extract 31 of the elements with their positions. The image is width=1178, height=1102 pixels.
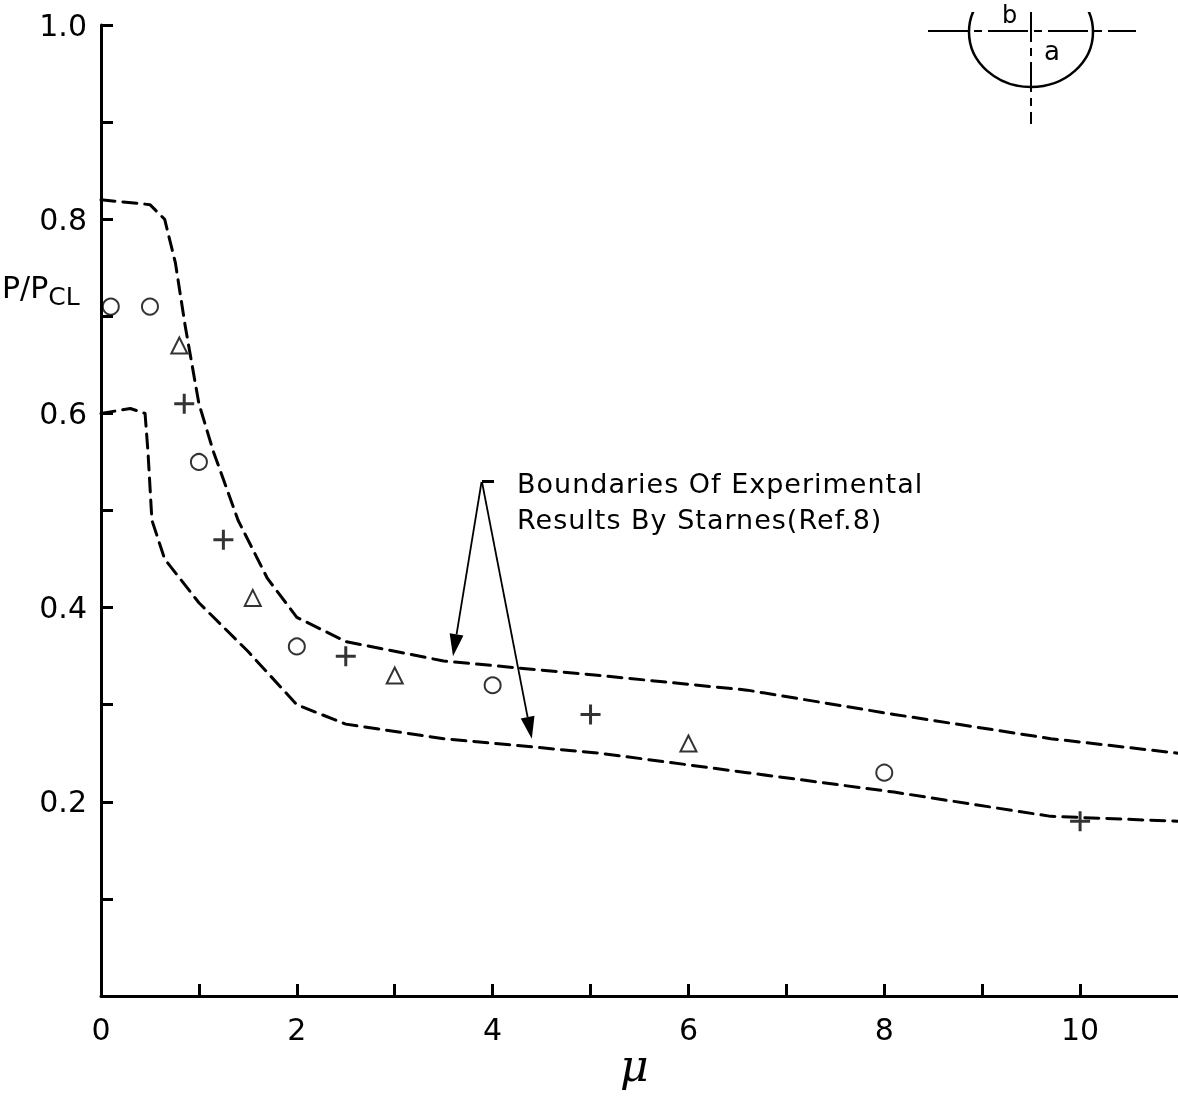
x-tick-label: 4 xyxy=(483,1011,503,1047)
x-tick-label: 6 xyxy=(678,1011,698,1047)
x-tick-label: 8 xyxy=(874,1011,894,1047)
x-axis-title: μ xyxy=(619,1040,649,1091)
point xyxy=(483,676,502,695)
y-tick-label: 0.8 xyxy=(39,201,87,237)
y-axis-title: P/P$_{CL}$ xyxy=(2,270,80,313)
point xyxy=(189,452,208,471)
point xyxy=(875,763,894,782)
point xyxy=(140,297,159,316)
x-tick-label: 10 xyxy=(1061,1011,1100,1047)
y-tick-label: 0.4 xyxy=(39,590,87,626)
point xyxy=(1068,809,1092,833)
x-tick-label: 0 xyxy=(91,1011,111,1047)
point xyxy=(101,297,120,316)
point xyxy=(243,588,262,607)
annotation: Boundaries Of Experimental Results By Starnes(Ref.8) xyxy=(517,467,924,537)
point xyxy=(287,637,306,656)
annotation: b xyxy=(1002,1,1018,29)
x-tick-label: 2 xyxy=(287,1011,307,1047)
point xyxy=(334,644,358,668)
y-tick-label: 0.2 xyxy=(39,784,87,820)
y-tick-label: 0.6 xyxy=(39,395,87,431)
point xyxy=(579,702,603,726)
point xyxy=(211,528,235,552)
point xyxy=(385,666,404,685)
y-tick-label: 1.0 xyxy=(39,7,87,43)
annotation: a xyxy=(1044,36,1060,66)
point xyxy=(170,336,189,355)
point xyxy=(172,392,196,416)
point xyxy=(679,734,698,753)
